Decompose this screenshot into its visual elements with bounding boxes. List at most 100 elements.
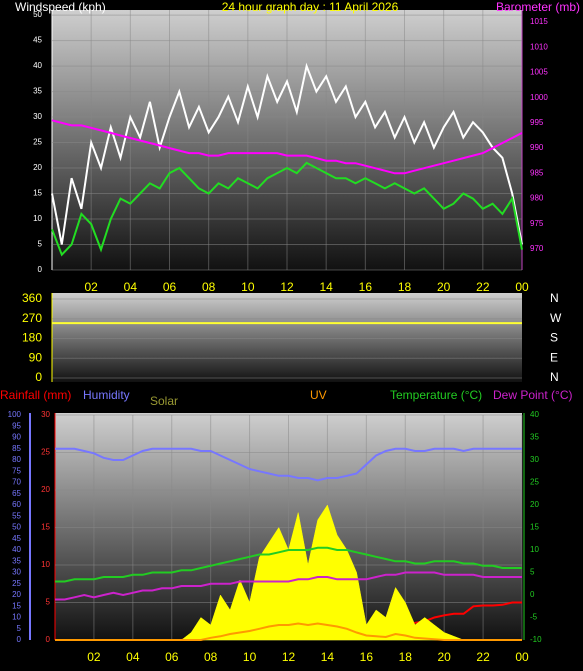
x-tick-label: 02	[87, 650, 101, 664]
x-tick-label: 20	[437, 280, 451, 294]
x-tick-label: 02	[84, 280, 98, 294]
line	[55, 571, 522, 601]
y-tick-label: 1000	[530, 93, 548, 102]
y-tick-label: 5	[38, 240, 43, 249]
x-tick-label: 20	[437, 650, 451, 664]
y-tick-label: 270	[22, 311, 42, 325]
y-axis-label: Windspeed (kph)	[15, 0, 106, 14]
x-tick-label: 22	[476, 650, 490, 664]
y-tick-label: 50	[33, 10, 42, 19]
y-tick-label: 5	[46, 598, 51, 607]
y-tick-label: 90	[29, 350, 43, 364]
y-tick-label: -10	[530, 635, 542, 644]
y-tick-label: 65	[12, 489, 21, 498]
y-tick-label: 975	[530, 219, 544, 228]
line	[51, 161, 523, 257]
y-tick-label: 20	[12, 590, 21, 599]
y-tick-label: 25	[12, 579, 21, 588]
y-tick-label: 15	[33, 189, 42, 198]
y-tick-label: 25	[41, 448, 50, 457]
y-tick-label: S	[550, 331, 558, 345]
y-tick-label: 180	[22, 331, 42, 345]
line	[51, 62, 523, 245]
x-tick-label: 10	[243, 650, 257, 664]
y-tick-label: 15	[530, 523, 539, 532]
x-tick-label: 10	[241, 280, 255, 294]
y-tick-label: 10	[12, 613, 21, 622]
legend-entry: Solar	[150, 394, 178, 408]
y-tick-label: 50	[12, 523, 21, 532]
y-tick-label: 990	[530, 143, 544, 152]
y-tick-label: -5	[530, 613, 538, 622]
y-tick-label: 70	[12, 478, 21, 487]
y-tick-label: 985	[530, 168, 544, 177]
y-tick-label: 45	[33, 36, 42, 45]
y-tick-label: 35	[530, 433, 539, 442]
y-tick-label: 35	[33, 87, 42, 96]
plot-background	[52, 293, 522, 382]
y-tick-label: 1005	[530, 68, 548, 77]
x-tick-label: 00	[515, 280, 529, 294]
y-tick-label: 0	[46, 635, 51, 644]
y-tick-label: 0	[530, 590, 535, 599]
y-tick-label: 75	[12, 466, 21, 475]
y-tick-label: 30	[33, 112, 42, 121]
x-tick-label: 18	[398, 280, 412, 294]
y-tick-label: N	[550, 370, 559, 384]
y-tick-label: 5	[17, 624, 22, 633]
y-tick-label: 5	[530, 568, 535, 577]
chart-title: 24 hour graph day : 11 April 2026	[222, 0, 399, 14]
y-tick-label: 85	[12, 444, 21, 453]
y-tick-label: 40	[33, 61, 42, 70]
y-tick-label: 40	[12, 545, 21, 554]
y-tick-label: 95	[12, 421, 21, 430]
y-tick-label: E	[550, 350, 558, 364]
y-tick-label: 30	[12, 568, 21, 577]
y-tick-label: 980	[530, 194, 544, 203]
y-tick-label: 1010	[530, 42, 548, 51]
legend-entry: UV	[310, 388, 327, 402]
y-tick-label: 10	[530, 545, 539, 554]
x-tick-label: 16	[359, 280, 373, 294]
y-tick-label: 30	[530, 455, 539, 464]
y-tick-label: 0	[35, 370, 42, 384]
x-tick-label: 18	[399, 650, 413, 664]
x-tick-label: 08	[204, 650, 218, 664]
y-tick-label: 10	[41, 560, 50, 569]
y-tick-label: 30	[41, 410, 50, 419]
legend-entry: Rainfall (mm)	[0, 388, 71, 402]
x-tick-label: 12	[282, 650, 296, 664]
y-tick-label: 15	[41, 523, 50, 532]
y-tick-label: 0	[38, 265, 43, 274]
y-tick-label: 55	[12, 511, 21, 520]
line	[55, 622, 522, 641]
x-tick-label: 04	[126, 650, 140, 664]
y-tick-label: 25	[33, 138, 42, 147]
x-tick-label: 22	[476, 280, 490, 294]
y-tick-label: 25	[530, 478, 539, 487]
y-tick-label: N	[550, 291, 559, 305]
line	[55, 546, 522, 583]
x-tick-label: 12	[280, 280, 294, 294]
y-tick-label: 40	[530, 410, 539, 419]
y-tick-label: 20	[530, 500, 539, 509]
x-tick-label: 06	[163, 280, 177, 294]
x-tick-label: 04	[124, 280, 138, 294]
legend-entry: Dew Point (°C)	[493, 388, 572, 402]
y-tick-label: 45	[12, 534, 21, 543]
x-tick-label: 16	[360, 650, 374, 664]
y-tick-label: 80	[12, 455, 21, 464]
y-tick-label: 15	[12, 601, 21, 610]
y-tick-label: W	[550, 311, 562, 325]
x-tick-label: 14	[321, 650, 335, 664]
y-tick-label: 20	[33, 163, 42, 172]
y-tick-label: 90	[12, 433, 21, 442]
y-tick-label: 995	[530, 118, 544, 127]
line	[55, 447, 522, 482]
y-tick-label: 360	[22, 291, 42, 305]
y-tick-label: 35	[12, 556, 21, 565]
x-tick-label: 06	[165, 650, 179, 664]
y-tick-label: 1015	[530, 17, 548, 26]
